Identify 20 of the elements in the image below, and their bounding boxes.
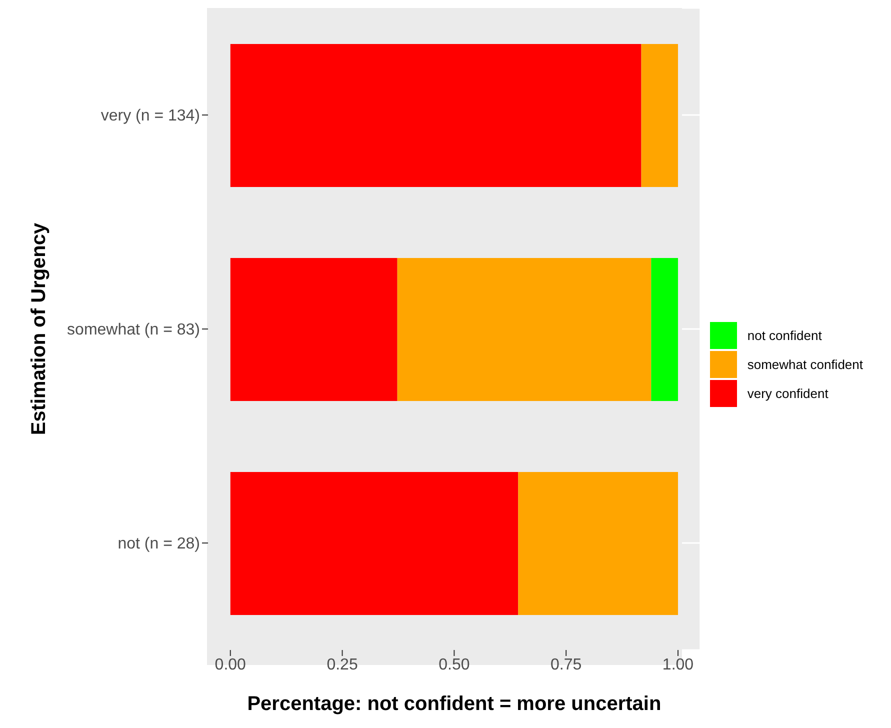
legend-label: somewhat confident xyxy=(747,356,863,372)
y-tick-label: not (n = 28) xyxy=(118,536,200,553)
x-axis-title: Percentage: not confident = more uncertain xyxy=(247,693,662,715)
x-tick-label: 0.00 xyxy=(214,656,246,674)
bar xyxy=(230,44,642,187)
bar xyxy=(641,44,678,187)
x-tick-label: 0.75 xyxy=(550,656,582,674)
bar xyxy=(518,472,678,615)
x-tick-label: 0.50 xyxy=(438,656,470,674)
x-tick-label: 0.25 xyxy=(326,656,358,674)
bar xyxy=(651,258,678,401)
legend-label: not confident xyxy=(747,328,822,342)
bar xyxy=(397,258,652,401)
y-tick-label: somewhat (n = 83) xyxy=(67,322,200,339)
y-tick-label: very (n = 134) xyxy=(100,108,200,125)
x-tick-label: 1.00 xyxy=(662,656,694,674)
bar xyxy=(230,472,518,615)
y-axis-title: Estimation of Urgency xyxy=(28,222,50,436)
bar xyxy=(230,258,398,401)
legend-label: very confident xyxy=(747,386,828,400)
